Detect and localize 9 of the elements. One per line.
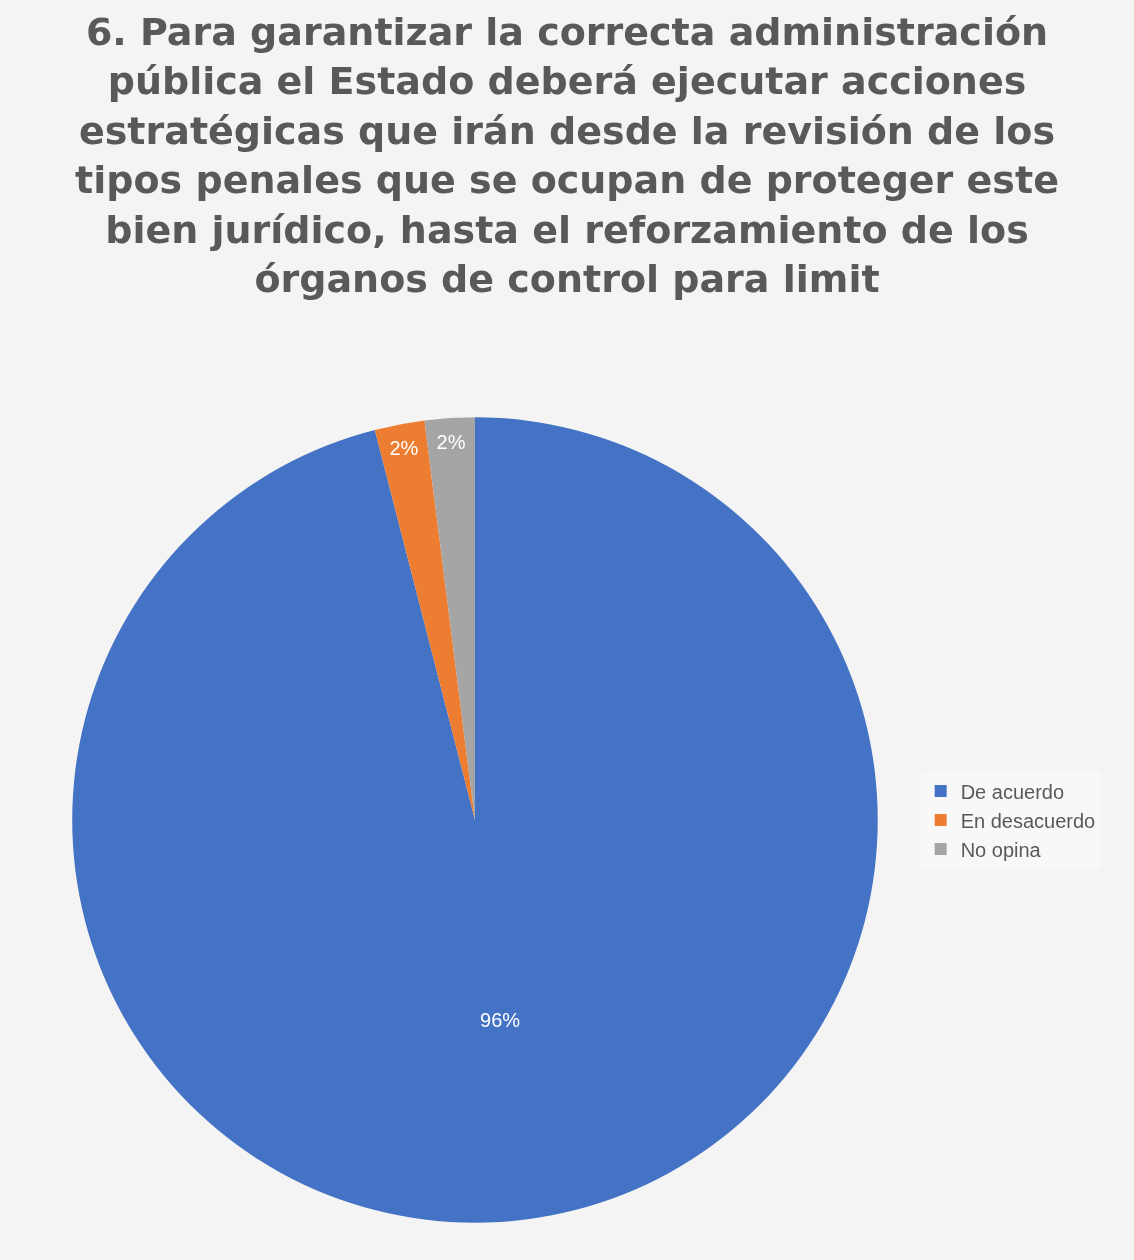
legend-label: De acuerdo [960,780,1065,803]
pie-slice [374,420,475,820]
data-label: 96% [480,1008,521,1031]
data-label: 2% [436,430,466,453]
data-label: 2% [389,436,419,459]
pie-slice [72,417,878,1222]
legend-label: No opina [960,838,1042,861]
chart-title: 6. Para garantizar la correcta administración pública el Estado deberá ejecutar acciones estratégicas que irán desde la revisión de los tipos penales que se ocupan de proteger este bien jurídico, hasta el reforzamiento de los órganos de control para limit [75,10,1059,301]
legend-label: En desacuerdo [960,809,1096,832]
